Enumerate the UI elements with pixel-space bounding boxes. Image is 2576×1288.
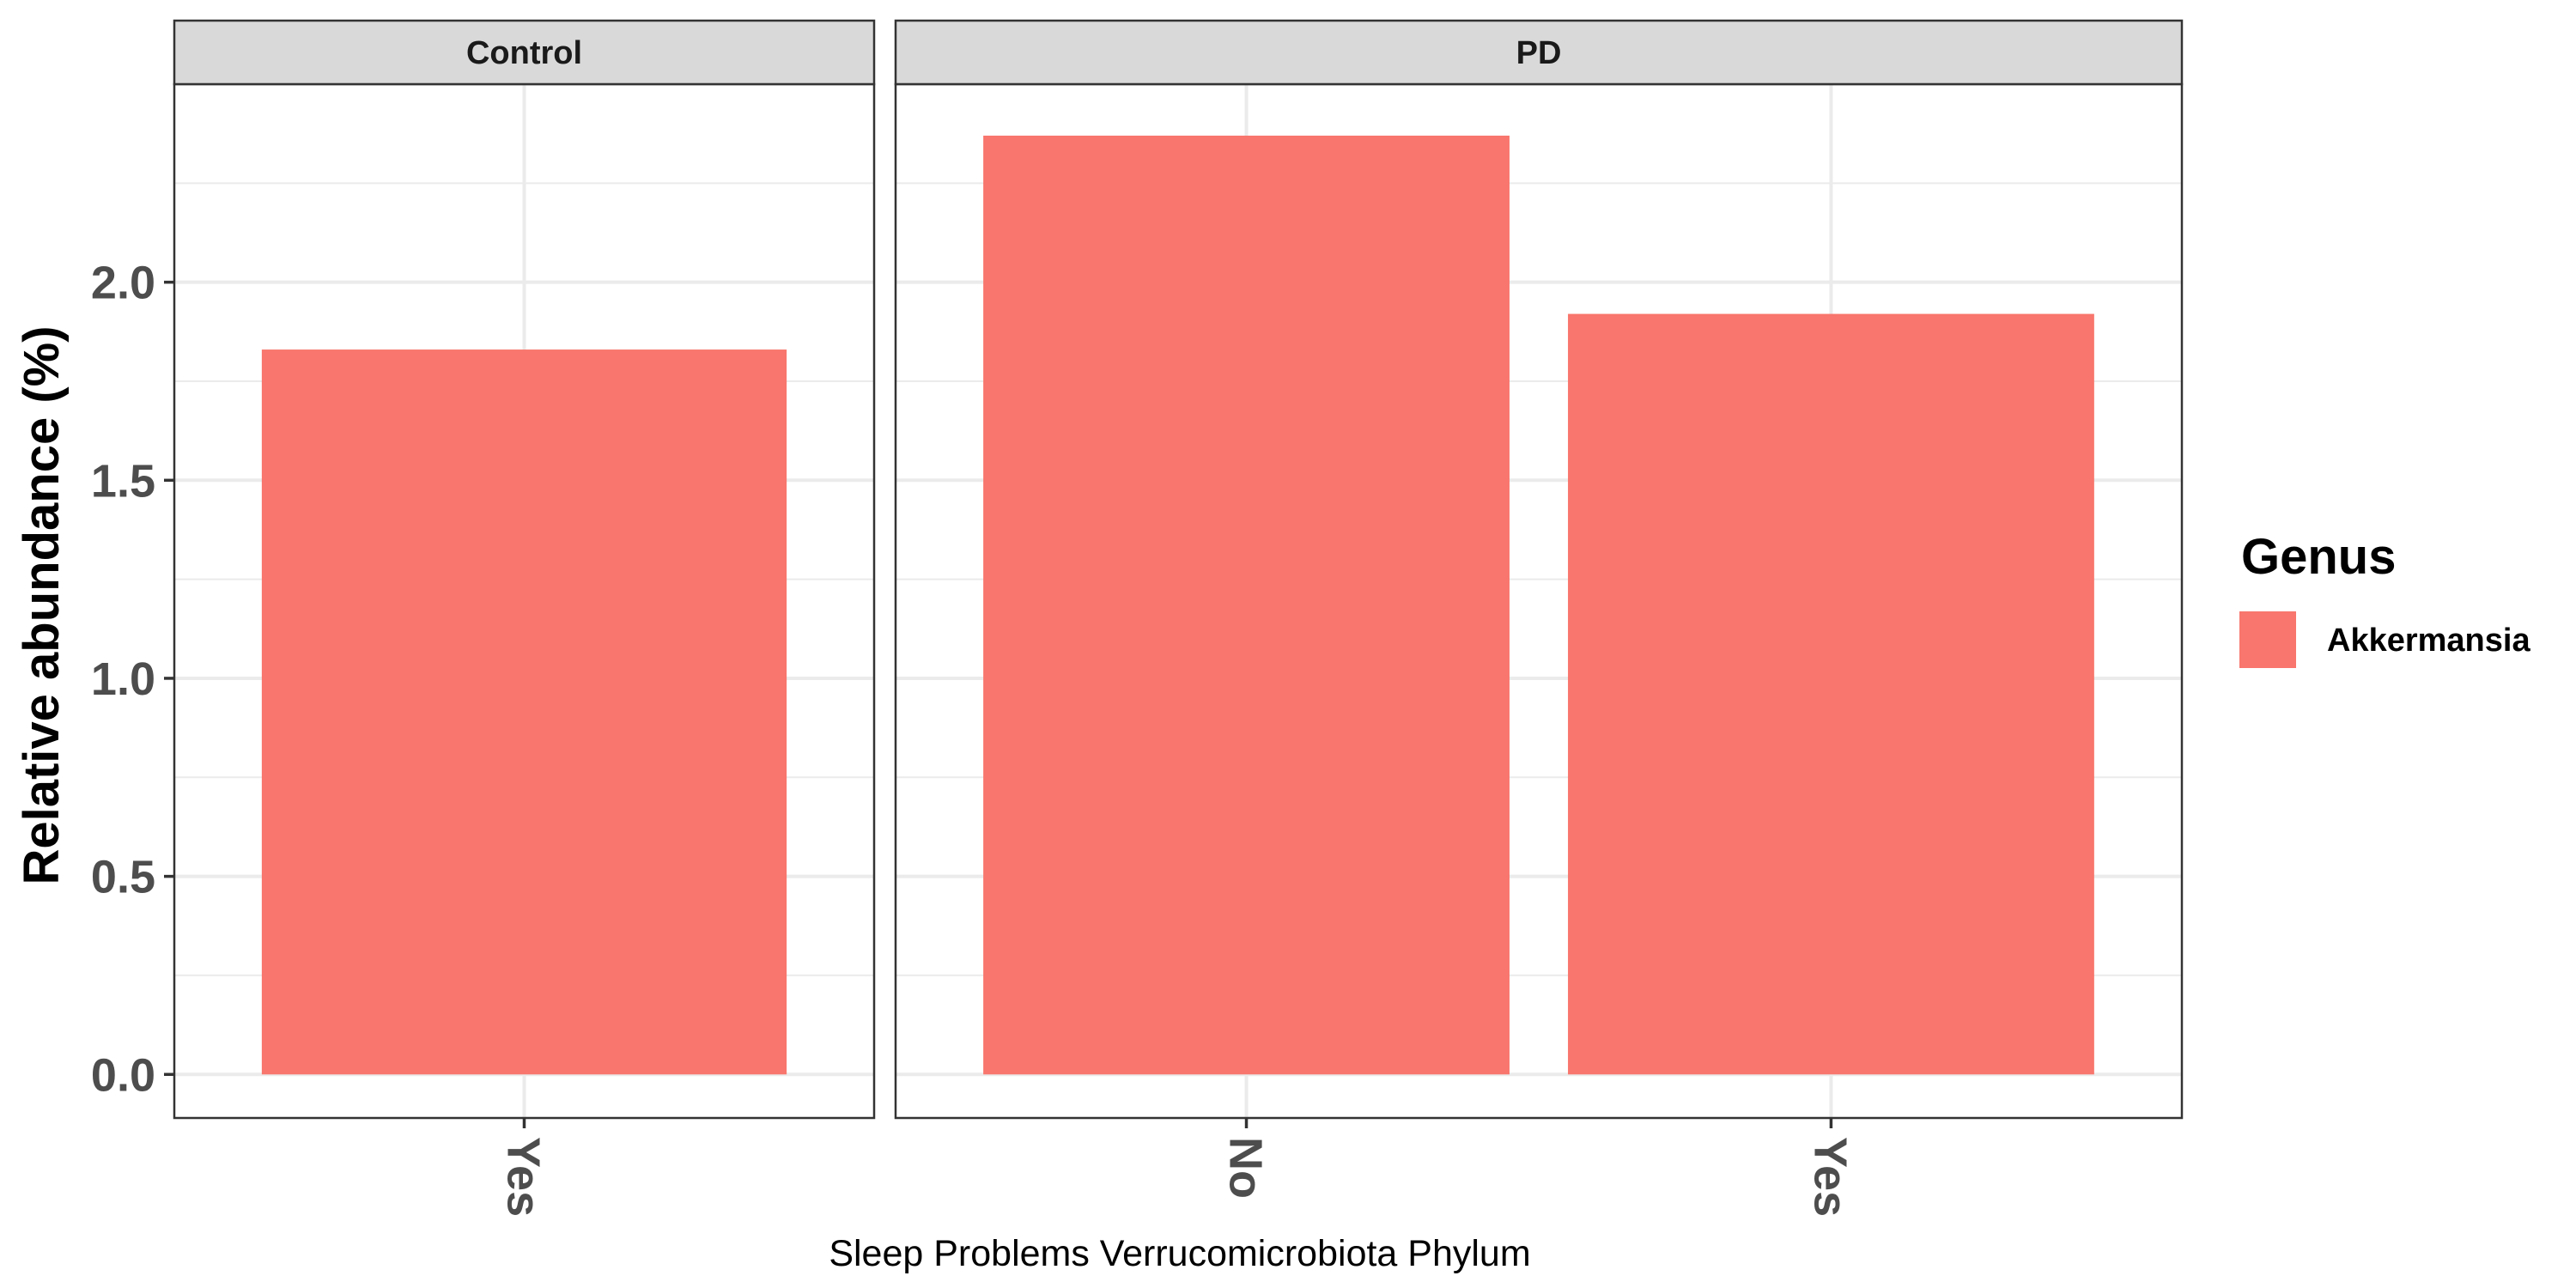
facet-strip xyxy=(894,19,2184,86)
x-axis-title: Sleep Problems Verrucomicrobiota Phylum xyxy=(829,1233,1530,1274)
y-tick-label: 1.0 xyxy=(91,653,155,705)
y-tick-label: 0.0 xyxy=(91,1049,155,1101)
legend-title: Genus xyxy=(2241,529,2397,585)
bar-pd-yes xyxy=(1568,313,2094,1075)
facet-panel-control: Control Yes xyxy=(173,19,876,1217)
bar-pd-no xyxy=(983,135,1510,1075)
facet-strip-label: PD xyxy=(1516,35,1562,71)
y-axis-title: Relative abundance (%) xyxy=(14,325,70,884)
x-tick-label: Yes xyxy=(1804,1137,1856,1217)
y-tick-label: 0.5 xyxy=(91,852,155,903)
y-tick-label: 1.5 xyxy=(91,455,155,507)
x-tick-label: No xyxy=(1220,1137,1272,1199)
x-tick-label: Yes xyxy=(498,1137,550,1217)
legend-label: Akkermansia xyxy=(2327,623,2530,659)
facet-strip xyxy=(173,19,876,86)
facet-panels: Control Yes PD No Yes xyxy=(173,19,2184,1217)
facet-strip-label: Control xyxy=(466,35,582,71)
y-tick-label: 2.0 xyxy=(91,258,155,309)
y-axis: 0.0 0.5 1.0 1.5 2.0 xyxy=(91,258,174,1101)
bar-control-yes xyxy=(261,349,787,1075)
facet-panel-pd: PD No Yes xyxy=(894,19,2184,1217)
legend: Genus Akkermansia xyxy=(2239,529,2530,668)
legend-swatch xyxy=(2239,611,2296,668)
